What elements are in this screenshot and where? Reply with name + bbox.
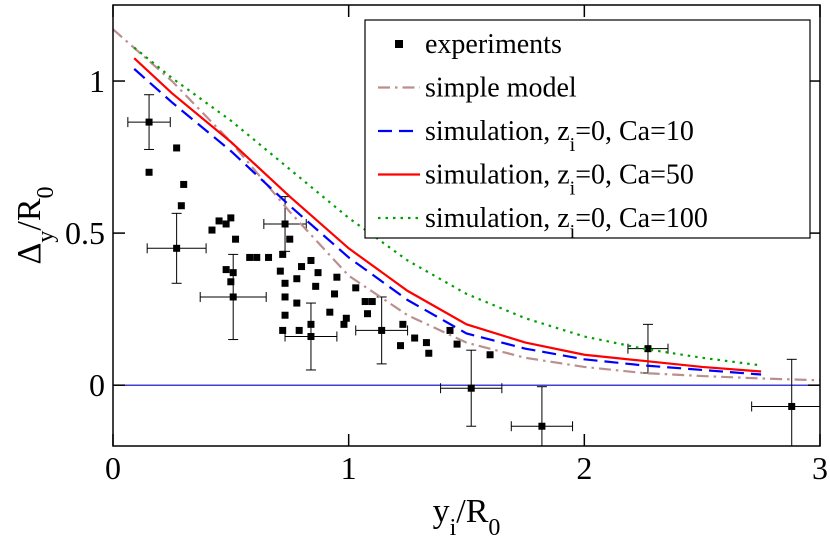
- label-part: i: [570, 178, 576, 200]
- data-point: [333, 273, 341, 281]
- data-point: [253, 253, 261, 261]
- data-point: [281, 293, 289, 301]
- plot-frame: [112, 4, 821, 447]
- data-point: [293, 275, 301, 283]
- data-point: [295, 326, 303, 334]
- data-point: [331, 290, 339, 298]
- data-point: [215, 217, 223, 225]
- label-part: i: [450, 515, 457, 537]
- data-point: [229, 269, 237, 277]
- data-point: [246, 253, 254, 261]
- legend-swatch: [395, 40, 403, 48]
- data-point: [232, 235, 240, 243]
- data-point: [173, 244, 181, 252]
- data-point: [173, 144, 181, 152]
- data-point: [314, 269, 322, 277]
- label-part: experiments: [425, 29, 562, 60]
- data-point: [446, 326, 454, 334]
- data-point: [281, 279, 289, 287]
- data-point: [222, 220, 230, 228]
- label-part: simple model: [425, 73, 577, 104]
- label-part: simulation, z: [425, 116, 570, 147]
- data-point: [326, 308, 334, 316]
- label-part: =0, Ca=100: [575, 203, 708, 234]
- x-tick-label: 0: [105, 450, 121, 486]
- data-point: [281, 220, 289, 228]
- data-point: [279, 326, 287, 334]
- label-part: simulation, z: [425, 160, 570, 191]
- data-point: [145, 168, 153, 176]
- x-tick-label: 2: [576, 450, 592, 486]
- legend-label: simple model: [425, 73, 577, 104]
- data-point: [399, 320, 407, 328]
- data-point: [397, 342, 405, 350]
- data-point: [342, 314, 350, 322]
- data-point: [229, 293, 237, 301]
- data-point: [411, 334, 419, 342]
- y-tick-label: 1: [89, 63, 105, 99]
- legend-label: simulation, zi=0, Ca=100: [425, 203, 708, 243]
- data-point: [788, 402, 796, 410]
- data-point: [177, 202, 185, 210]
- label-part: /R: [11, 198, 48, 230]
- data-point: [644, 345, 652, 353]
- label-part: =0, Ca=50: [575, 160, 694, 191]
- label-part: Δ: [11, 243, 48, 265]
- data-point: [286, 235, 294, 243]
- data-point: [312, 282, 320, 290]
- data-point: [227, 214, 235, 222]
- data-point: [538, 422, 546, 430]
- data-point: [281, 311, 289, 319]
- label-part: 0: [33, 187, 59, 199]
- y-axis-label: Δy/R0: [11, 187, 59, 265]
- data-point: [486, 351, 494, 359]
- data-point: [227, 278, 235, 286]
- label-part: y: [33, 231, 59, 243]
- data-point: [361, 298, 369, 306]
- data-point: [208, 226, 216, 234]
- x-tick-label: 3: [812, 450, 828, 486]
- data-point: [307, 256, 315, 264]
- data-point: [276, 267, 284, 275]
- data-point: [352, 284, 360, 292]
- data-point: [340, 320, 348, 328]
- label-part: i: [570, 221, 576, 243]
- data-point: [453, 340, 461, 348]
- data-point: [368, 298, 376, 306]
- series-line: [133, 68, 762, 376]
- label-part: i: [570, 134, 576, 156]
- data-point: [425, 349, 433, 357]
- legend-label: simulation, zi=0, Ca=10: [425, 116, 694, 156]
- legend-label: simulation, zi=0, Ca=50: [425, 160, 694, 200]
- data-point: [422, 339, 430, 347]
- label-part: simulation, z: [425, 203, 570, 234]
- label-part: /R: [456, 493, 488, 530]
- data-point: [307, 320, 315, 328]
- data-point: [222, 266, 230, 274]
- plot-content: [113, 28, 820, 446]
- y-tick-label: 0: [89, 367, 105, 403]
- data-point: [307, 333, 315, 341]
- series-line: [133, 57, 762, 373]
- x-axis-label: yi/R0: [433, 493, 501, 537]
- data-point: [467, 384, 475, 392]
- data-point: [364, 310, 372, 318]
- data-point: [145, 118, 153, 126]
- data-point: [378, 326, 386, 334]
- label-part: y: [433, 493, 450, 530]
- y-tick-label: 0.5: [65, 215, 105, 251]
- label-part: =0, Ca=10: [575, 116, 694, 147]
- legend-label: experiments: [425, 29, 562, 60]
- x-tick-label: 1: [341, 450, 357, 486]
- data-point: [265, 253, 273, 261]
- series-line: [113, 28, 820, 382]
- data-point: [298, 263, 306, 271]
- data-point: [279, 250, 287, 258]
- label-part: 0: [488, 515, 500, 537]
- data-point: [293, 299, 301, 307]
- series-line: [133, 46, 762, 367]
- legend-box: [364, 19, 811, 239]
- data-point: [180, 180, 188, 188]
